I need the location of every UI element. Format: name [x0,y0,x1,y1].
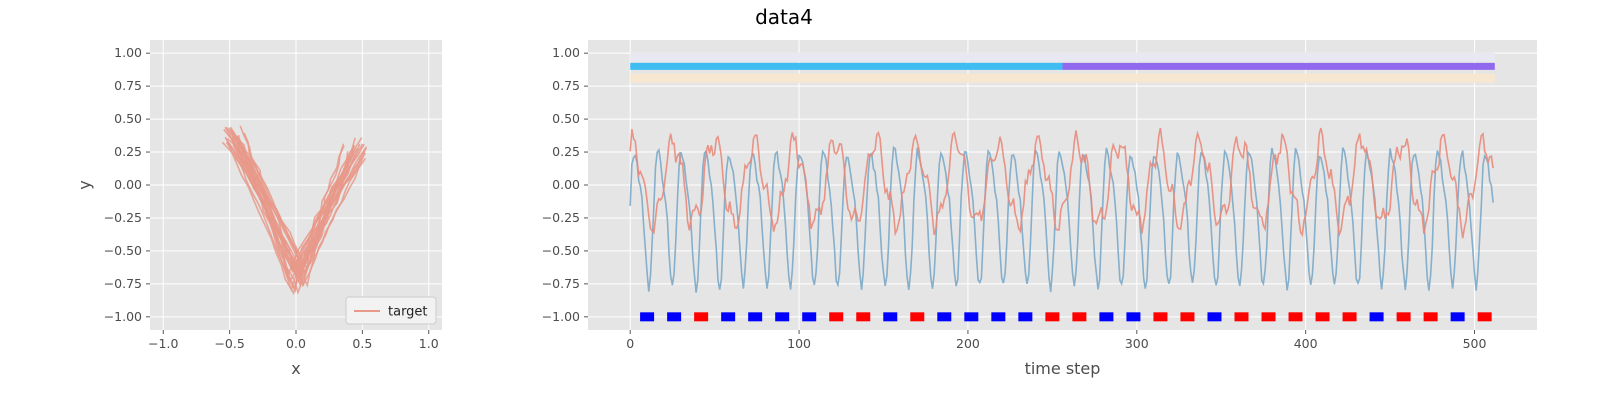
y-tick-label: 0.50 [552,111,580,126]
x-tick-label: −1.0 [148,336,178,351]
event-marker [667,312,682,322]
x-tick-label: 0 [626,336,634,351]
event-marker [694,312,709,322]
event-marker [721,312,736,322]
y-tick-label: −0.50 [104,243,142,258]
y-tick-label: 0.25 [552,144,580,159]
event-marker [910,312,925,322]
y-tick-label: −1.00 [542,309,580,324]
event-marker [1315,312,1330,322]
event-marker [964,312,979,322]
y-tick-label: 0.75 [552,78,580,93]
series-red-line [629,127,1494,239]
y-tick-label: −1.00 [104,309,142,324]
event-marker [640,312,655,322]
y-tick-label: 1.00 [114,45,142,60]
event-marker [883,312,898,322]
event-marker [1369,312,1384,322]
event-marker [775,312,790,322]
x-axis-label: time step [1025,359,1101,378]
event-marker [1126,312,1141,322]
y-tick-label: 0.50 [114,111,142,126]
y-tick-label: 0.75 [114,78,142,93]
event-marker [856,312,871,322]
series-blue-line [629,145,1494,293]
series-target-line [224,137,363,283]
x-tick-label: 400 [1294,336,1318,351]
x-tick-label: 500 [1463,336,1487,351]
legend-box [345,296,437,325]
event-marker [1180,312,1195,322]
event-marker [1099,312,1114,322]
event-marker [1450,312,1465,322]
status-bar-segment [1062,62,1495,70]
y-axis-label: y [75,180,94,189]
x-tick-label: 0.0 [286,336,306,351]
series-target-line [227,138,354,274]
y-tick-label: 1.00 [552,45,580,60]
event-marker [829,312,844,322]
event-marker [1423,312,1438,322]
x-tick-label: 300 [1125,336,1149,351]
figure-title: data4 [755,5,813,29]
event-marker [1207,312,1222,322]
event-marker [937,312,952,322]
x-tick-label: 200 [956,336,980,351]
y-tick-label: 0.00 [114,177,142,192]
event-marker [1045,312,1060,322]
event-marker [991,312,1006,322]
y-tick-label: −0.75 [104,276,142,291]
event-marker [1288,312,1303,322]
y-tick-label: 0.25 [114,144,142,159]
event-marker [1477,312,1492,322]
y-tick-label: −0.25 [104,210,142,225]
y-tick-label: −0.25 [542,210,580,225]
status-bar-segment [630,73,1495,83]
legend-label-target: target [388,305,428,320]
event-marker [1072,312,1087,322]
event-marker [1342,312,1357,322]
x-axis-label: x [291,359,300,378]
x-tick-label: 100 [787,336,811,351]
x-tick-label: 1.0 [419,336,439,351]
x-tick-label: −0.5 [214,336,244,351]
status-bar-segment [630,62,1063,70]
status-bar-segment [630,52,1495,62]
event-marker [802,312,817,322]
y-tick-label: −0.75 [542,276,580,291]
event-marker [1234,312,1249,322]
event-marker [748,312,763,322]
series-target-line [236,135,351,277]
x-tick-label: 0.5 [352,336,372,351]
y-tick-label: −0.50 [542,243,580,258]
event-marker [1261,312,1276,322]
event-marker [1153,312,1168,322]
series-target-group [221,125,368,295]
event-marker [1396,312,1411,322]
event-marker [1018,312,1033,322]
y-tick-label: 0.00 [552,177,580,192]
